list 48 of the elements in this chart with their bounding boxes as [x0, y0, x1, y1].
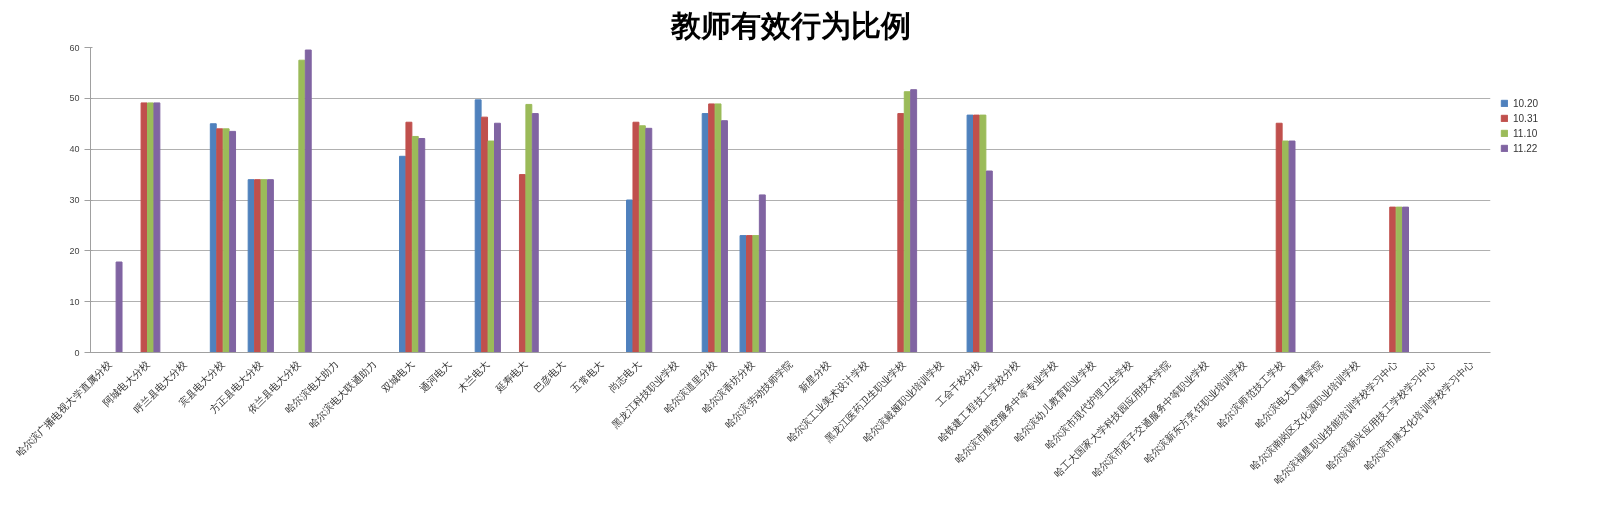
- bar: [153, 102, 161, 353]
- y-tick-label: 0: [74, 347, 80, 358]
- legend-label: 10.31: [1513, 112, 1539, 124]
- chart-title: 教师有效行为比例: [669, 7, 911, 43]
- y-tick-label: 60: [69, 42, 80, 53]
- x-tick-label: 延寿电大: [492, 358, 530, 396]
- bar: [1402, 206, 1410, 353]
- bar: [525, 103, 533, 353]
- y-tick-label: 20: [69, 245, 80, 256]
- bar: [966, 114, 974, 353]
- bar: [405, 121, 413, 353]
- bar: [985, 170, 993, 353]
- x-tick-label: 通河电大: [417, 358, 454, 395]
- bar: [910, 89, 918, 353]
- bar: [531, 113, 539, 353]
- legend-label: 11.22: [1513, 142, 1538, 154]
- y-tick-label: 50: [69, 93, 80, 104]
- bar: [739, 235, 747, 353]
- bar: [752, 235, 760, 353]
- bar: [758, 194, 766, 353]
- bar: [493, 122, 501, 353]
- bar: [721, 120, 728, 353]
- bar: [216, 128, 224, 353]
- y-tick-label: 40: [69, 144, 80, 155]
- bar: [1288, 140, 1296, 353]
- bar: [260, 179, 268, 353]
- bar: [229, 130, 237, 353]
- bar: [645, 127, 653, 353]
- bar: [714, 103, 722, 353]
- bar: [115, 261, 123, 353]
- bar: [140, 102, 148, 353]
- legend-label: 11.10: [1513, 127, 1538, 139]
- bar: [266, 179, 274, 353]
- bar: [487, 140, 495, 353]
- bar: [1389, 206, 1397, 353]
- x-tick-label: 巴彦电大: [531, 358, 568, 395]
- bar: [418, 137, 426, 353]
- x-tick-label: 双城电大: [379, 358, 417, 395]
- legend-label: 10.20: [1513, 97, 1539, 109]
- bar: [298, 59, 306, 353]
- bar: [632, 121, 640, 353]
- bar: [304, 49, 312, 353]
- x-tick-label: 五常电大: [569, 358, 606, 395]
- x-tick-label: 木兰电大: [455, 358, 492, 395]
- y-tick-label: 10: [69, 296, 80, 307]
- y-tick-label: 30: [69, 195, 80, 205]
- bar: [897, 113, 905, 353]
- bar: [979, 114, 987, 353]
